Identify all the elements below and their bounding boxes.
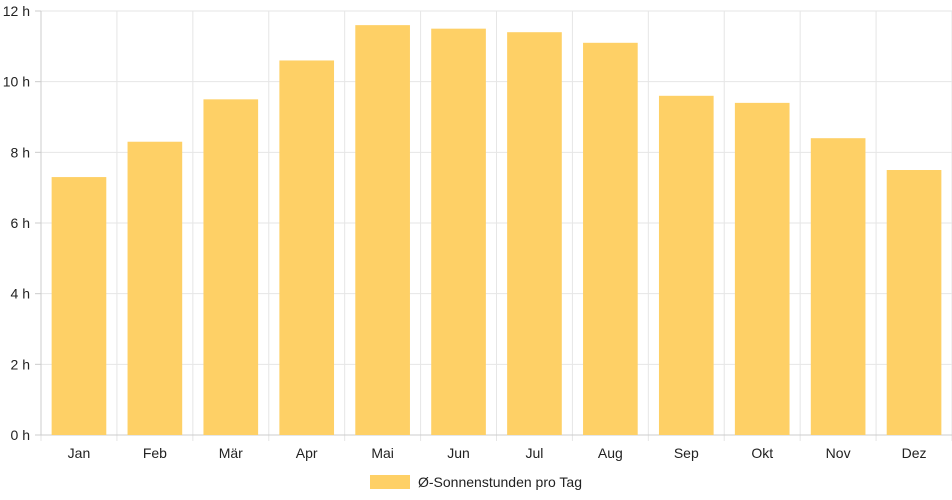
legend[interactable]: Ø-Sonnenstunden pro Tag	[370, 474, 582, 490]
y-tick-label: 12 h	[3, 3, 30, 19]
bar-Nov[interactable]	[810, 138, 866, 435]
grid-lines	[40, 10, 952, 441]
bar-Mai[interactable]	[355, 25, 410, 436]
x-tick-label: Sep	[674, 445, 699, 461]
y-axis-ticks: 0 h 2 h 4 h 6 h 8 h 10 h 12 h	[3, 3, 41, 443]
legend-swatch	[370, 475, 410, 489]
x-axis-ticks: Jan Feb Mär Apr Mai Jun Jul Aug Sep Okt Nov Dez	[68, 445, 927, 461]
x-tick-label: Okt	[751, 445, 773, 461]
x-tick-label: Nov	[826, 445, 851, 461]
x-tick-label: Jul	[526, 445, 544, 461]
bars	[51, 25, 942, 436]
bar-Jan[interactable]	[51, 177, 107, 436]
x-tick-label: Jun	[447, 445, 470, 461]
x-tick-label: Aug	[598, 445, 623, 461]
bar-Aug[interactable]	[583, 42, 638, 436]
x-tick-label: Feb	[143, 445, 167, 461]
bar-Jul[interactable]	[507, 32, 562, 435]
y-tick-label: 10 h	[3, 74, 30, 90]
y-tick-label: 0 h	[11, 427, 30, 443]
bar-Okt[interactable]	[734, 102, 790, 435]
x-tick-label: Mär	[219, 445, 243, 461]
bar-Dez[interactable]	[886, 170, 942, 435]
x-tick-label: Jan	[68, 445, 91, 461]
y-tick-label: 6 h	[11, 215, 30, 231]
y-tick-label: 4 h	[11, 286, 30, 302]
bar-Mär[interactable]	[203, 99, 259, 435]
x-tick-label: Mai	[371, 445, 394, 461]
bar-Feb[interactable]	[127, 141, 183, 435]
bar-Sep[interactable]	[658, 95, 714, 436]
y-tick-label: 8 h	[11, 144, 30, 160]
y-tick-label: 2 h	[11, 356, 30, 372]
bar-Jun[interactable]	[431, 28, 486, 436]
x-tick-label: Apr	[296, 445, 318, 461]
x-tick-label: Dez	[902, 445, 927, 461]
legend-label: Ø-Sonnenstunden pro Tag	[418, 474, 582, 490]
bar-Apr[interactable]	[279, 60, 335, 435]
